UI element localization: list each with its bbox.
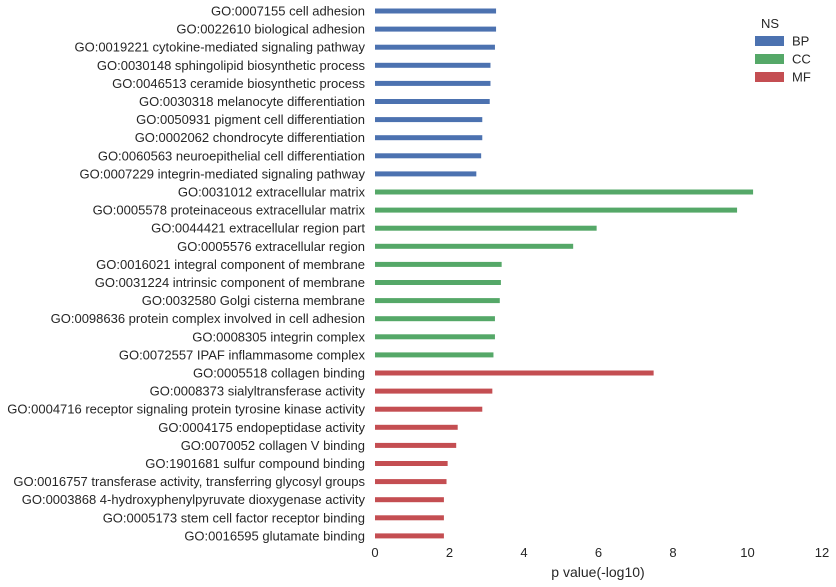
bar-bp-2 bbox=[375, 44, 495, 50]
y-tick-label: GO:0060563 neuroepithelial cell differen… bbox=[98, 148, 365, 163]
y-tick-label: GO:0004716 receptor signaling protein ty… bbox=[7, 402, 365, 417]
bar-cc-19 bbox=[375, 352, 494, 358]
bar-mf-20 bbox=[375, 370, 654, 376]
y-tick-label: GO:0003868 4-hydroxyphenylpyruvate dioxy… bbox=[22, 492, 366, 507]
bar-cc-15 bbox=[375, 280, 501, 285]
legend-swatch-bp bbox=[755, 36, 784, 46]
x-tick-label: 12 bbox=[815, 545, 829, 560]
bar-mf-26 bbox=[375, 479, 447, 485]
bar-mf-21 bbox=[375, 388, 493, 394]
bar-cc-10 bbox=[375, 189, 754, 195]
bar-bp-3 bbox=[375, 62, 491, 68]
x-tick-label: 6 bbox=[595, 545, 602, 560]
bar-bp-7 bbox=[375, 135, 483, 141]
y-tick-label: GO:0007155 cell adhesion bbox=[211, 4, 365, 19]
bar-mf-24 bbox=[375, 442, 457, 448]
bar-cc-11 bbox=[375, 207, 738, 213]
y-tick-label: GO:0005173 stem cell factor receptor bin… bbox=[103, 510, 365, 525]
x-tick-label: 10 bbox=[740, 545, 754, 560]
y-tick-label: GO:0004175 endopeptidase activity bbox=[158, 420, 365, 435]
x-tick-label: 2 bbox=[446, 545, 453, 560]
y-tick-label: GO:0030148 sphingolipid biosynthetic pro… bbox=[97, 58, 366, 73]
x-tick-label: 4 bbox=[520, 545, 527, 560]
bar-bp-1 bbox=[375, 26, 497, 32]
legend-label-bp: BP bbox=[792, 34, 809, 49]
bar-bp-0 bbox=[375, 8, 497, 14]
bar-cc-14 bbox=[375, 261, 502, 267]
legend-label-mf: MF bbox=[792, 70, 811, 85]
bar-mf-28 bbox=[375, 515, 444, 521]
y-tick-label: GO:0019221 cytokine-mediated signaling p… bbox=[74, 40, 365, 55]
y-tick-label: GO:0002062 chondrocyte differentiation bbox=[135, 130, 365, 145]
y-tick-label: GO:0050931 pigment cell differentiation bbox=[136, 112, 365, 127]
y-tick-label: GO:0016757 transferase activity, transfe… bbox=[13, 474, 365, 489]
x-axis-label: p value(-log10) bbox=[551, 564, 644, 580]
bar-bp-5 bbox=[375, 99, 490, 104]
y-tick-label: GO:0046513 ceramide biosynthetic process bbox=[112, 76, 365, 91]
y-tick-label: GO:0007229 integrin-mediated signaling p… bbox=[80, 166, 366, 181]
legend: NS BP CC MF bbox=[755, 16, 811, 85]
y-tick-label: GO:0044421 extracellular region part bbox=[151, 221, 365, 236]
bar-cc-17 bbox=[375, 316, 495, 322]
legend-swatch-cc bbox=[755, 54, 784, 64]
y-tick-label: GO:0016595 glutamate binding bbox=[184, 528, 365, 543]
bar-mf-22 bbox=[375, 406, 483, 412]
bar-mf-27 bbox=[375, 497, 444, 503]
y-tick-label: GO:0070052 collagen V binding bbox=[181, 438, 365, 453]
y-tick-label: GO:0072557 IPAF inflammasome complex bbox=[119, 347, 366, 362]
y-tick-label: GO:0098636 protein complex involved in c… bbox=[51, 311, 365, 326]
bar-cc-13 bbox=[375, 243, 574, 249]
bar-cc-12 bbox=[375, 225, 597, 231]
y-tick-label: GO:0031224 intrinsic component of membra… bbox=[95, 275, 365, 290]
legend-title: NS bbox=[761, 16, 779, 31]
y-tick-label: GO:0008373 sialyltransferase activity bbox=[150, 384, 366, 399]
y-tick-label: GO:0005578 proteinaceous extracellular m… bbox=[93, 203, 366, 218]
bar-bp-4 bbox=[375, 80, 491, 86]
legend-swatch-mf bbox=[755, 72, 784, 82]
y-tick-label: GO:0005518 collagen binding bbox=[193, 366, 365, 381]
x-tick-labels: 0 2 4 6 8 10 12 bbox=[371, 545, 829, 560]
bar-cc-16 bbox=[375, 298, 500, 304]
y-tick-label: GO:1901681 sulfur compound binding bbox=[145, 456, 365, 471]
bars-group bbox=[375, 8, 754, 539]
bar-mf-25 bbox=[375, 461, 448, 466]
bar-bp-8 bbox=[375, 153, 482, 159]
y-tick-label: GO:0016021 integral component of membran… bbox=[96, 257, 365, 272]
x-tick-label: 8 bbox=[669, 545, 676, 560]
bar-mf-29 bbox=[375, 533, 444, 539]
bar-mf-23 bbox=[375, 424, 458, 430]
y-tick-label: GO:0030318 melanocyte differentiation bbox=[139, 94, 365, 109]
y-tick-label: GO:0005576 extracellular region bbox=[177, 239, 365, 254]
bar-cc-18 bbox=[375, 334, 495, 340]
y-tick-label: GO:0022610 biological adhesion bbox=[176, 22, 365, 37]
y-tick-label: GO:0008305 integrin complex bbox=[192, 329, 365, 344]
bar-bp-6 bbox=[375, 117, 483, 123]
legend-label-cc: CC bbox=[792, 52, 811, 67]
y-tick-label: GO:0031012 extracellular matrix bbox=[178, 185, 366, 200]
y-tick-labels: GO:0007155 cell adhesion GO:0022610 biolo… bbox=[7, 4, 365, 544]
bar-bp-9 bbox=[375, 171, 477, 177]
x-tick-label: 0 bbox=[371, 545, 378, 560]
y-tick-label: GO:0032580 Golgi cisterna membrane bbox=[142, 293, 365, 308]
